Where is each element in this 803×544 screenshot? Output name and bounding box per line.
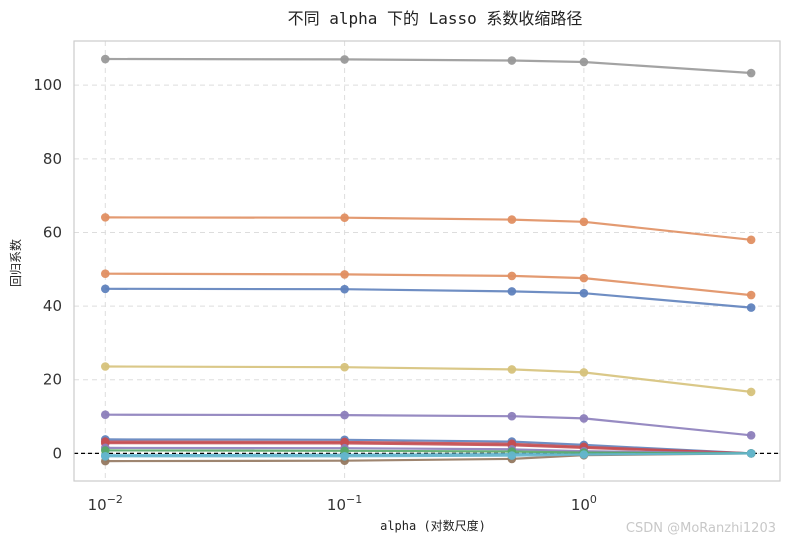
data-point	[746, 431, 756, 440]
data-point	[340, 362, 349, 372]
plot-frame	[73, 40, 781, 482]
series-line	[105, 413, 752, 437]
watermark: CSDN @MoRanzhi1203	[626, 521, 776, 536]
data-point	[100, 362, 110, 371]
series-layer	[100, 54, 756, 466]
y-tick-label: 100	[33, 76, 62, 94]
data-point	[507, 411, 517, 421]
y-tick-label: 20	[43, 371, 62, 389]
data-point	[579, 217, 589, 227]
data-point	[746, 449, 756, 458]
data-point	[579, 288, 589, 298]
data-point	[746, 387, 756, 397]
series-3	[100, 269, 756, 300]
data-point	[746, 303, 756, 312]
series-line	[105, 287, 752, 309]
data-point	[100, 269, 110, 279]
grid	[74, 41, 780, 481]
x-axis-ticks: 10−2 10−1 100	[88, 493, 597, 514]
data-point	[507, 287, 517, 296]
y-tick-label: 80	[43, 150, 62, 168]
data-point	[100, 284, 110, 294]
x-tick-label: 10−2	[88, 493, 123, 514]
series-4	[100, 284, 756, 312]
data-point	[746, 235, 756, 245]
y-axis-ticks: 0 20 40 60 80 100	[33, 76, 62, 462]
chart-title: 不同 alpha 下的 Lasso 系数收缩路径	[288, 9, 583, 28]
series-6	[100, 410, 756, 440]
data-point	[340, 55, 349, 64]
data-point	[579, 368, 589, 377]
y-tick-label: 40	[43, 297, 62, 315]
data-point	[507, 365, 517, 374]
data-point	[100, 213, 110, 222]
data-point	[579, 414, 589, 423]
data-point	[746, 68, 756, 78]
series-line	[105, 216, 752, 241]
y-tick-label: 60	[43, 223, 62, 241]
data-point	[507, 56, 517, 65]
y-axis-label: 回归系数	[8, 239, 23, 287]
data-point	[579, 273, 589, 283]
data-point	[100, 54, 110, 64]
series-line	[105, 272, 752, 297]
data-point	[746, 290, 756, 300]
series-5	[100, 362, 756, 397]
x-axis-label: alpha (对数尺度)	[380, 518, 486, 533]
series-2	[100, 213, 756, 245]
data-point	[340, 270, 349, 279]
data-point	[507, 271, 517, 281]
data-point	[507, 215, 517, 224]
data-point	[340, 284, 349, 294]
data-point	[100, 452, 110, 461]
data-point	[340, 452, 349, 461]
data-point	[340, 213, 349, 223]
data-point	[507, 451, 517, 460]
x-tick-label: 100	[571, 493, 597, 514]
data-point	[340, 410, 349, 420]
series-1	[100, 54, 756, 78]
data-point	[100, 446, 110, 455]
series-14	[100, 449, 756, 461]
series-line	[105, 57, 752, 75]
data-point	[579, 450, 589, 459]
data-point	[100, 410, 110, 420]
data-point	[579, 57, 589, 67]
series-line	[105, 365, 752, 393]
x-tick-label: 10−1	[327, 493, 362, 514]
y-tick-label: 0	[52, 444, 62, 462]
